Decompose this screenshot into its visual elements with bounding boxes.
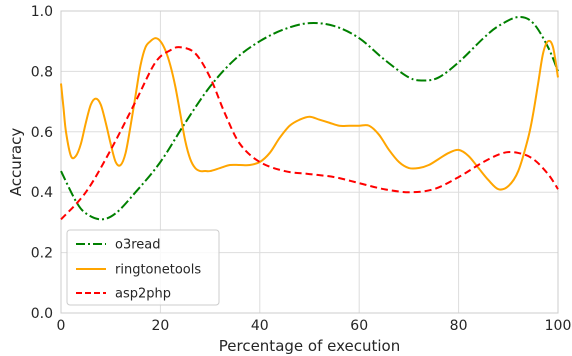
y-axis-label: Accuracy bbox=[7, 128, 25, 197]
series-line-o3read bbox=[60, 15, 559, 221]
x-tick-label: 100 bbox=[545, 318, 572, 334]
x-tick-label: 20 bbox=[151, 318, 169, 334]
x-tick-label: 60 bbox=[350, 318, 368, 334]
legend-label-ringtonetools: ringtonetools bbox=[115, 263, 201, 278]
x-axis-label: Percentage of execution bbox=[219, 337, 400, 355]
legend: o3read ringtonetools asp2php bbox=[66, 229, 220, 306]
series-lines bbox=[60, 15, 559, 221]
x-tick-label: 80 bbox=[450, 318, 468, 334]
y-tick-label: 0.6 bbox=[31, 125, 53, 141]
y-tick-label: 0.4 bbox=[31, 185, 53, 201]
plot-area bbox=[60, 10, 559, 314]
series-line-asp2php bbox=[60, 46, 559, 221]
x-tick-label: 0 bbox=[57, 318, 66, 334]
legend-box bbox=[66, 229, 220, 306]
y-tick-label: 0.8 bbox=[31, 64, 53, 80]
legend-label-asp2php: asp2php bbox=[115, 287, 171, 302]
series-line-ringtonetools bbox=[60, 37, 559, 191]
y-tick-label: 0.2 bbox=[31, 246, 53, 262]
y-tick-labels: 0.0 0.2 0.4 0.6 0.8 1.0 bbox=[31, 4, 53, 322]
x-tick-labels: 0 20 40 60 80 100 bbox=[57, 318, 572, 334]
legend-label-o3read: o3read bbox=[115, 238, 161, 253]
x-tick-label: 40 bbox=[251, 318, 269, 334]
y-tick-label: 1.0 bbox=[31, 4, 53, 20]
y-tick-label: 0.0 bbox=[31, 306, 53, 322]
